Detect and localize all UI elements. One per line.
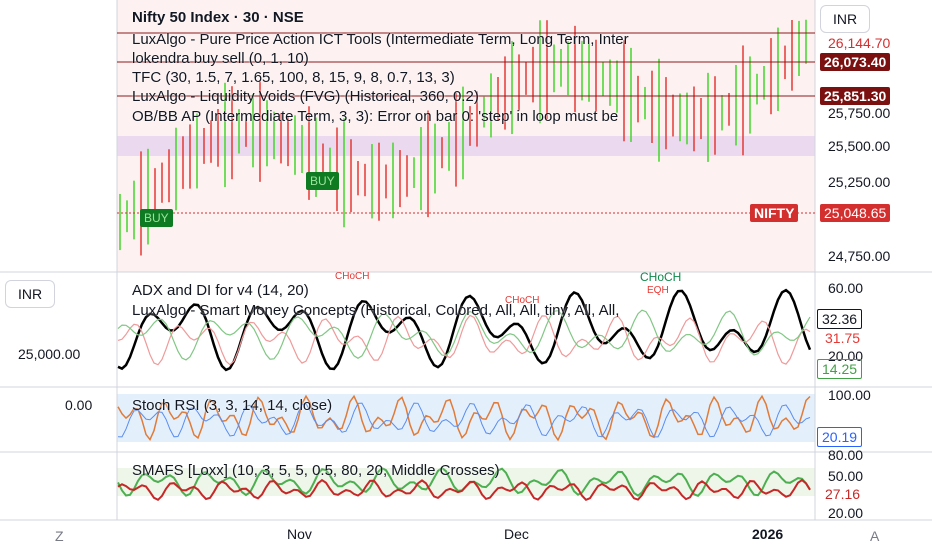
- price-tick: 25,250.00: [828, 174, 891, 190]
- indicator-legend: TFC (30, 1.5, 7, 1.65, 100, 8, 15, 9, 8,…: [132, 69, 455, 86]
- indicator-legend: LuxAlgo - Smart Money Concepts (Historic…: [132, 302, 620, 319]
- indicator-legend: Stoch RSI (3, 3, 14, 14, close): [132, 397, 333, 414]
- zone-band: [117, 136, 815, 156]
- left-axis-label: 0.00: [65, 397, 93, 413]
- adx-tick: 20.00: [828, 348, 864, 364]
- indicator-legend: SMAFS [Loxx] (10, 3, 5, 5, 0.5, 80, 20, …: [132, 462, 500, 479]
- decor-stroke: [117, 478, 811, 502]
- indicator-legend: LuxAlgo - Liquidity Voids (FVG) (Histori…: [132, 88, 479, 105]
- left-axis-label: 25,000.00: [18, 346, 81, 362]
- indicator-legend: OB/BB AP (Intermediate Term, 3, 3): Erro…: [132, 108, 619, 125]
- smafs-tick: 50.00: [828, 468, 864, 484]
- stoch-value: 20.19: [817, 427, 863, 447]
- signal-label: BUY: [306, 172, 339, 190]
- currency-button[interactable]: INR: [5, 280, 56, 308]
- smc-label: CHoCH: [505, 295, 540, 306]
- smafs-tick: 80.00: [828, 447, 864, 463]
- smafs-tick: 20.00: [828, 505, 864, 521]
- currency-button[interactable]: INR: [820, 5, 871, 33]
- symbol-title: Nifty 50 Index · 30 · NSE: [132, 9, 304, 26]
- decor-stroke: [117, 309, 811, 361]
- smafs-value: 27.16: [825, 486, 861, 502]
- adx-tick: 60.00: [828, 280, 864, 296]
- decor-stroke: [117, 394, 811, 442]
- stoch-tick: 100.00: [828, 387, 871, 403]
- adx-value: 14.25: [817, 359, 863, 379]
- signal-label: BUY: [140, 209, 173, 227]
- indicator-legend: lokendra buy sell (0, 1, 10): [132, 50, 309, 67]
- auto-scale-button[interactable]: A: [870, 528, 880, 544]
- decor-stroke: [117, 314, 811, 366]
- adx-value: 31.75: [825, 330, 861, 346]
- decor: [117, 19, 812, 502]
- decor-stroke: [117, 402, 811, 438]
- smc-label: CHoCH: [335, 271, 370, 282]
- price-label: 26,073.40: [820, 53, 891, 71]
- price-tick: 25,500.00: [828, 138, 891, 154]
- timezone-button[interactable]: Z: [55, 528, 64, 544]
- time-label: Nov: [287, 526, 312, 542]
- smc-label: CHoCH: [640, 270, 682, 284]
- price-label: 26,144.70: [828, 35, 891, 51]
- price-tick: 24,750.00: [828, 248, 891, 264]
- symbol-tag: NIFTY: [750, 204, 799, 222]
- smc-label: EQH: [647, 285, 669, 296]
- indicator-legend: ADX and DI for v4 (14, 20): [132, 282, 309, 299]
- price-tick: 25,750.00: [828, 105, 891, 121]
- indicator-legend: LuxAlgo - Pure Price Action ICT Tools (I…: [132, 31, 629, 48]
- adx-value: 32.36: [817, 309, 863, 329]
- price-label: 25,851.30: [820, 87, 891, 105]
- last-price: 25,048.65: [820, 204, 891, 222]
- time-label: 2026: [752, 526, 784, 542]
- time-label: Dec: [504, 526, 529, 542]
